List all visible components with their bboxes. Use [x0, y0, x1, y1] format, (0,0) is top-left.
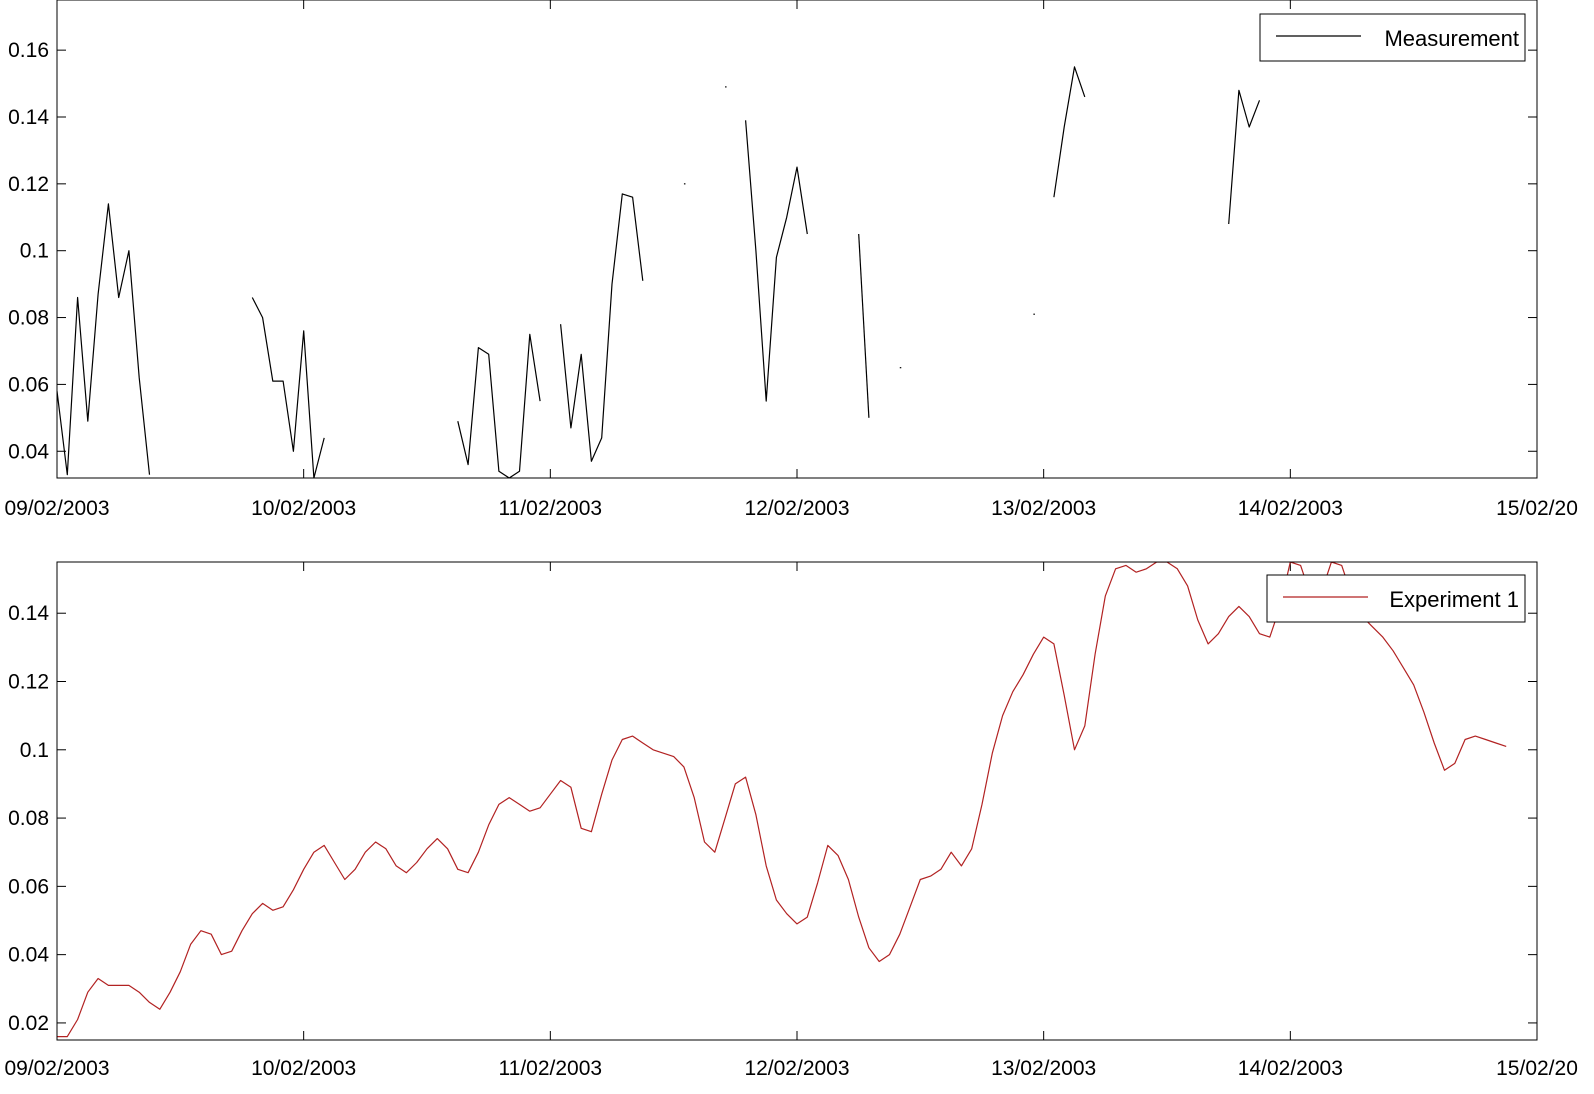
x-tick-label: 11/02/2003 [499, 497, 603, 520]
plot-area [57, 66, 1261, 478]
x-tick-label: 09/02/2003 [4, 1057, 109, 1080]
measurement-line-segment [457, 333, 541, 478]
measurement-line-segment [1228, 89, 1261, 225]
y-tick-label: 0.14 [8, 106, 49, 129]
y-tick-label: 0.14 [8, 602, 49, 625]
x-tick-label: 14/02/2003 [1238, 497, 1343, 520]
y-tick-label: 0.1 [20, 240, 49, 263]
measurement-line-segment [251, 297, 325, 478]
experiment-chart: 09/02/2003 10/02/2003 11/02/2003 12/02/2003… [4, 561, 1578, 1080]
y-tick-label: 0.02 [8, 1012, 49, 1035]
legend-label-measurement: Measurement [1384, 26, 1519, 51]
legend: Experiment 1 [1266, 574, 1526, 623]
x-tick-label: 10/02/2003 [251, 1057, 356, 1080]
x-tick-label: 11/02/2003 [499, 1057, 603, 1080]
x-tick-label: 10/02/2003 [251, 497, 356, 520]
legend-box [1266, 574, 1526, 623]
x-tick-label: 15/02/20 [1496, 1057, 1578, 1080]
y-tick-label: 0.06 [8, 373, 49, 396]
measurement-chart: 09/02/2003 10/02/2003 11/02/2003 12/02/2003… [4, 0, 1578, 520]
y-tick-label: 0.04 [8, 440, 49, 463]
ticks: 09/02/2003 10/02/2003 11/02/2003 12/02/2003… [4, 0, 1578, 520]
plot-frame [56, 0, 1538, 479]
measurement-line-segment [57, 203, 151, 476]
x-tick-label: 09/02/2003 [4, 497, 109, 520]
y-tick-label: 0.06 [8, 875, 49, 898]
ticks: 09/02/2003 10/02/2003 11/02/2003 12/02/2003… [4, 562, 1578, 1080]
y-tick-label: 0.12 [8, 173, 49, 196]
x-tick-label: 14/02/2003 [1238, 1057, 1343, 1080]
x-tick-label: 12/02/2003 [744, 497, 849, 520]
y-tick-label: 0.1 [20, 739, 49, 762]
measurement-line-segment [858, 233, 870, 418]
plot-frame [56, 561, 1538, 1041]
y-tick-label: 0.04 [8, 944, 49, 967]
x-tick-label: 12/02/2003 [744, 1057, 849, 1080]
plot-area [57, 562, 1507, 1038]
legend-label-experiment-1: Experiment 1 [1389, 587, 1519, 612]
experiment-1-line [57, 562, 1507, 1038]
legend-box [1259, 13, 1526, 62]
x-tick-label: 13/02/2003 [991, 1057, 1096, 1080]
measurement-line-segment [745, 120, 808, 402]
x-tick-label: 15/02/20 [1496, 497, 1578, 520]
measurement-line-segment [560, 193, 644, 462]
y-tick-label: 0.08 [8, 307, 49, 330]
y-tick-label: 0.12 [8, 671, 49, 694]
legend: Measurement [1259, 13, 1526, 62]
y-tick-label: 0.16 [8, 39, 49, 62]
measurement-line-segment [1053, 66, 1086, 198]
y-tick-label: 0.08 [8, 807, 49, 830]
x-tick-label: 13/02/2003 [991, 497, 1096, 520]
